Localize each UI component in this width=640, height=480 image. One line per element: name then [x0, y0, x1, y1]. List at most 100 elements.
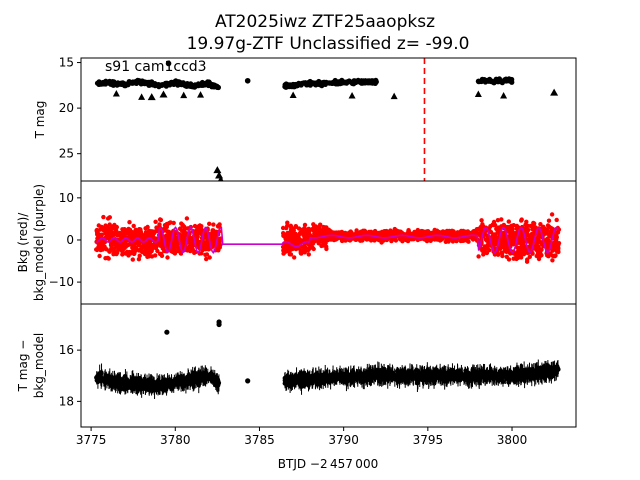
bkg-point [501, 233, 507, 239]
upper-limit-marker [474, 90, 482, 97]
bkg-point [285, 223, 290, 228]
bkg-point [495, 252, 501, 257]
bkg-point [105, 216, 111, 221]
bkg-point [405, 231, 410, 236]
bkg-point [131, 223, 136, 229]
bkg-point [133, 227, 138, 232]
bkg-point [123, 242, 128, 247]
bkg-point [333, 237, 338, 242]
data-point [215, 377, 221, 382]
bkg-point [478, 230, 483, 236]
bkg-point [439, 236, 445, 242]
bkg-point [484, 244, 489, 250]
bkg-point [159, 251, 164, 257]
bkg-point [556, 241, 562, 246]
data-point [379, 369, 384, 374]
bkg-point [128, 250, 133, 255]
data-point [285, 83, 291, 89]
data-point [301, 370, 307, 375]
bkg-point [554, 217, 559, 223]
bkg-point [532, 227, 537, 232]
bkg-point [131, 233, 137, 238]
data-point [128, 382, 134, 387]
bkg-point [295, 239, 300, 244]
bkg-point [311, 239, 316, 244]
bkg-point [128, 231, 133, 236]
bkg-point [348, 232, 353, 238]
data-point [134, 384, 140, 389]
upper-limit-marker [197, 91, 205, 98]
data-point [166, 381, 171, 386]
bkg-point [318, 222, 323, 227]
bkg-point [137, 227, 142, 232]
upper-limit-marker [147, 93, 156, 101]
data-point [188, 381, 193, 386]
data-point [122, 82, 129, 88]
data-point [112, 375, 118, 380]
bkg-point [217, 245, 222, 250]
data-point [334, 377, 339, 383]
bkg-point [530, 251, 535, 256]
bkg-point [101, 228, 107, 233]
data-point [416, 369, 421, 374]
bkg-point [312, 226, 317, 232]
data-point [400, 371, 406, 376]
bkg-point [165, 255, 170, 260]
bkg-point [165, 238, 170, 243]
bkg-point [516, 240, 522, 245]
bkg-point [181, 232, 187, 237]
data-point [144, 382, 150, 388]
bkg-point [302, 235, 307, 240]
bkg-point [378, 237, 383, 243]
plot-area [94, 58, 559, 181]
bkg-point [492, 252, 498, 257]
data-point [117, 379, 123, 384]
bkg-point [499, 217, 504, 222]
data-point [172, 381, 177, 386]
bkg-point [509, 223, 514, 229]
bkg-point [326, 227, 332, 232]
upper-limit-marker [112, 89, 120, 97]
bkg-point [509, 241, 514, 246]
bkg-point [166, 221, 172, 226]
bkg-point [504, 247, 509, 252]
data-point [413, 374, 418, 379]
bkg-point [549, 212, 555, 217]
data-point [291, 84, 297, 90]
bkg-point [548, 230, 553, 235]
bkg-point [372, 237, 377, 243]
bkg-point [101, 214, 106, 220]
bkg-point [159, 235, 164, 240]
data-point [349, 375, 354, 380]
bkg-point [112, 226, 117, 231]
data-point [286, 375, 291, 380]
data-point [244, 77, 251, 84]
y-tick-label: 25 [59, 147, 74, 161]
data-point [284, 380, 289, 385]
data-point [405, 376, 411, 381]
upper-limit-marker [217, 176, 224, 181]
data-point [357, 374, 362, 379]
bkg-point [514, 256, 519, 262]
data-point [491, 80, 497, 86]
data-point [307, 82, 313, 88]
bkg-point [213, 229, 219, 234]
bkg-point [324, 244, 329, 249]
bkg-point [418, 229, 424, 234]
bkg-point [306, 252, 311, 257]
bkg-point [507, 228, 513, 234]
bkg-point [143, 230, 149, 235]
axes-frame [80, 57, 577, 182]
data-point [305, 372, 310, 377]
bkg-point [526, 237, 532, 242]
data-point [415, 381, 420, 386]
bkg-point [491, 222, 496, 228]
data-point [142, 81, 148, 87]
data-point [394, 375, 400, 381]
bkg-point [528, 223, 533, 229]
bkg-point [526, 233, 532, 238]
data-point [307, 380, 312, 386]
bkg-point [476, 254, 481, 259]
bkg-point [389, 237, 395, 243]
data-point [177, 382, 182, 387]
